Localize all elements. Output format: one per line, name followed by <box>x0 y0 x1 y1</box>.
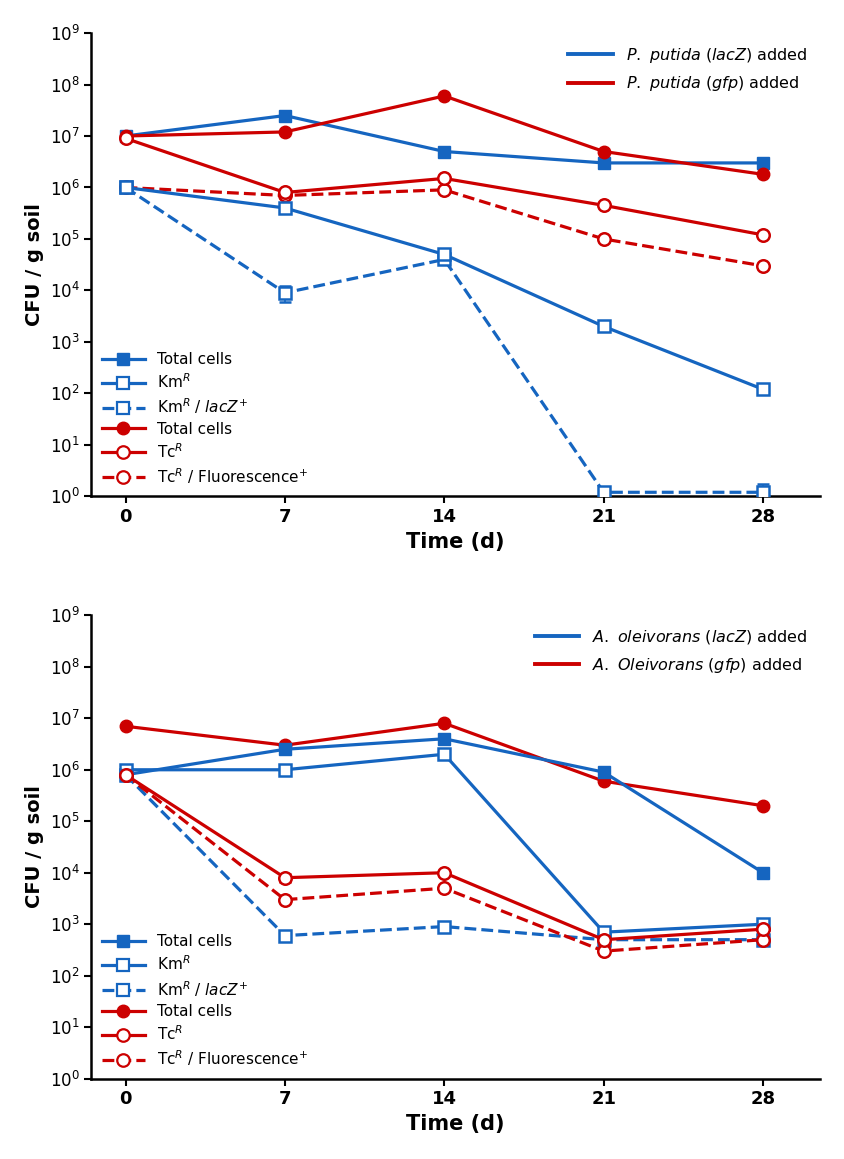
Legend: Total cells, Km$^{R}$, Km$^{R}$ / $\it{lacZ}^{+}$, Total cells, Tc$^{R}$, Tc$^{R: Total cells, Km$^{R}$, Km$^{R}$ / $\it{l… <box>99 932 311 1071</box>
Y-axis label: CFU / g soil: CFU / g soil <box>25 203 44 326</box>
Legend: Total cells, Km$^{R}$, Km$^{R}$ / $\it{lacZ}^{+}$, Total cells, Tc$^{R}$, Tc$^{R: Total cells, Km$^{R}$, Km$^{R}$ / $\it{l… <box>99 349 311 489</box>
X-axis label: Time (d): Time (d) <box>406 532 505 552</box>
X-axis label: Time (d): Time (d) <box>406 1114 505 1134</box>
Y-axis label: CFU / g soil: CFU / g soil <box>25 786 44 909</box>
